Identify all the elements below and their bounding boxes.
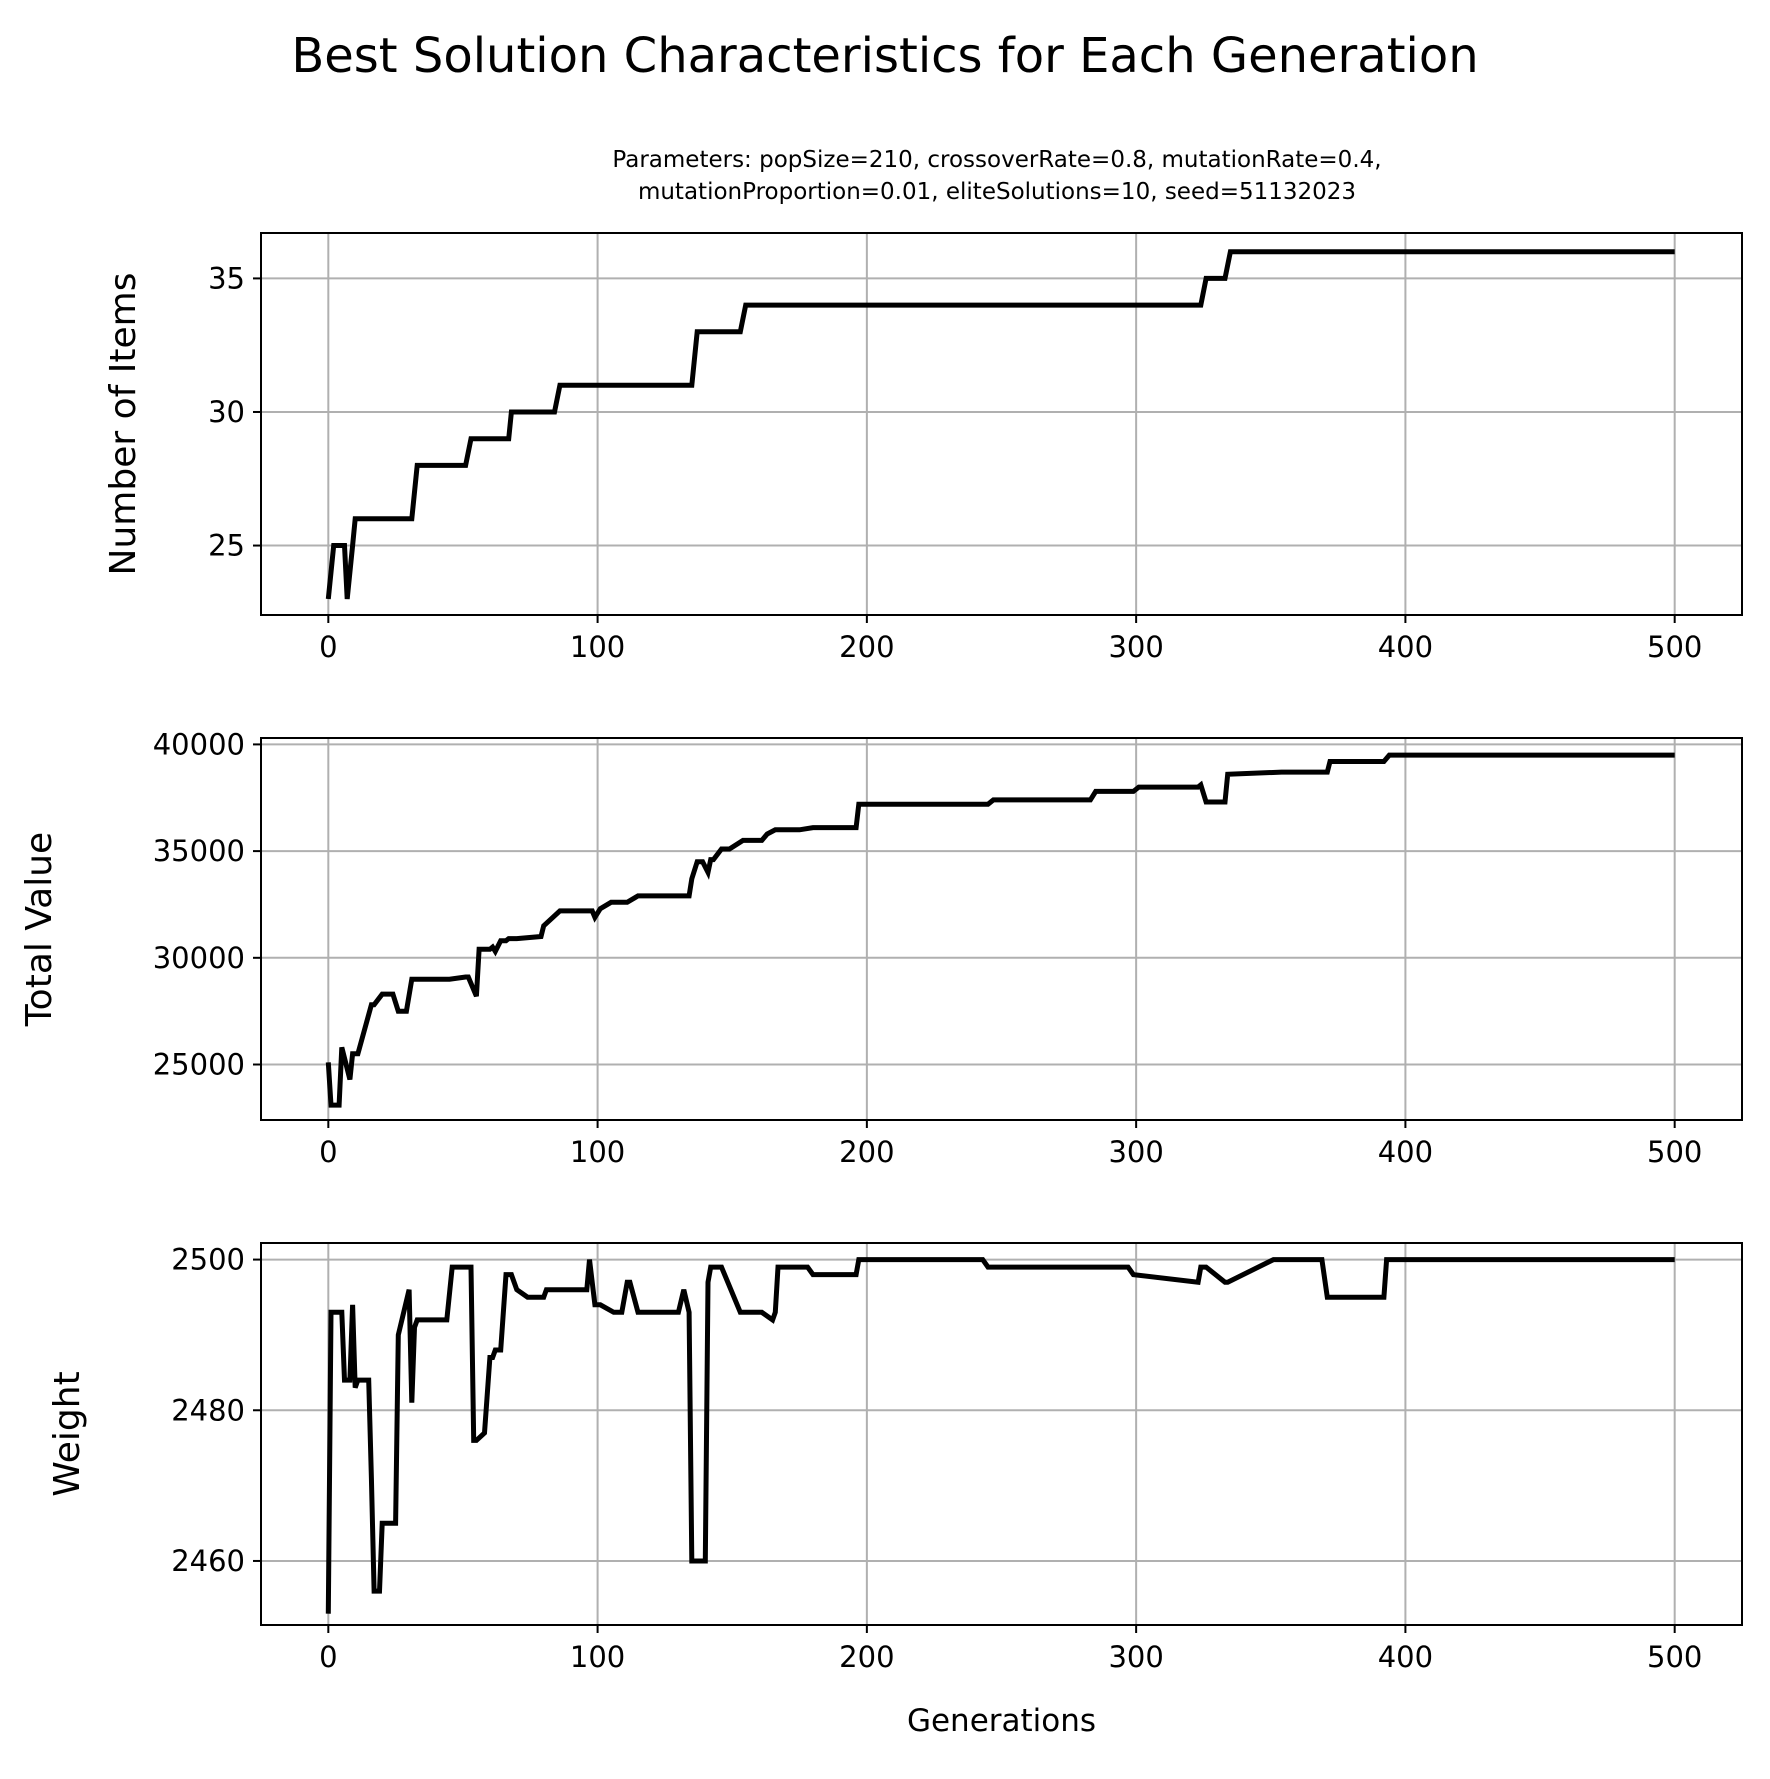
y-axis-label-weight: Weight <box>47 1371 88 1496</box>
x-tick-label: 400 <box>1378 630 1433 664</box>
x-tick-label: 100 <box>570 1640 625 1674</box>
x-tick-label: 500 <box>1647 1640 1702 1674</box>
x-tick-label: 0 <box>319 1640 337 1674</box>
x-axis-label: Generations <box>907 1703 1096 1739</box>
x-tick-label: 200 <box>839 1640 894 1674</box>
x-tick-label: 300 <box>1108 1640 1163 1674</box>
y-tick-label: 2480 <box>171 1393 245 1427</box>
series-line-value <box>325 752 1675 1108</box>
plot-frame <box>260 1242 1743 1626</box>
y-tick-label: 2460 <box>171 1544 245 1578</box>
y-tick-label: 40000 <box>153 727 245 761</box>
x-tick-label: 300 <box>1108 630 1163 664</box>
series-line-weight <box>325 1257 1675 1614</box>
subplot-weight: 0 100 200 300 400 500 2460 2480 2500 Weight Genera… <box>47 1242 1743 1739</box>
x-tick-label: 100 <box>570 630 625 664</box>
y-tick-label: 2500 <box>171 1243 245 1277</box>
y-tick-label: 30000 <box>153 941 245 975</box>
x-tick-label: 500 <box>1647 1135 1702 1169</box>
x-tick-label: 200 <box>839 1135 894 1169</box>
y-tick-label: 30 <box>208 395 245 429</box>
series-line-items <box>325 249 1675 600</box>
x-tick-label: 200 <box>839 630 894 664</box>
subplot-items: 0 100 200 300 400 500 25 30 35 Number of Items <box>103 232 1743 664</box>
x-tick-label: 100 <box>570 1135 625 1169</box>
parameters-subtitle-line-1: Parameters: popSize=210, crossoverRate=0… <box>612 147 1381 173</box>
y-axis-label-items: Number of Items <box>103 273 144 576</box>
plot-frame <box>260 737 1743 1121</box>
x-tick-label: 300 <box>1108 1135 1163 1169</box>
y-tick-label: 35 <box>208 261 245 295</box>
y-tick-label: 25000 <box>153 1048 245 1082</box>
parameters-subtitle-line-2: mutationProportion=0.01, eliteSolutions=… <box>638 179 1356 205</box>
figure-title: Best Solution Characteristics for Each G… <box>291 28 1478 84</box>
x-tick-label: 0 <box>319 630 337 664</box>
plot-frame <box>260 232 1743 616</box>
x-tick-label: 500 <box>1647 630 1702 664</box>
y-tick-label: 35000 <box>153 834 245 868</box>
y-axis-label-value: Total Value <box>19 832 60 1027</box>
x-tick-label: 400 <box>1378 1135 1433 1169</box>
y-tick-label: 25 <box>208 529 245 563</box>
subplot-value: 0 100 200 300 400 500 25000 30000 35000 40000 Tota… <box>19 727 1743 1169</box>
x-tick-label: 400 <box>1378 1640 1433 1674</box>
x-tick-label: 0 <box>319 1135 337 1169</box>
